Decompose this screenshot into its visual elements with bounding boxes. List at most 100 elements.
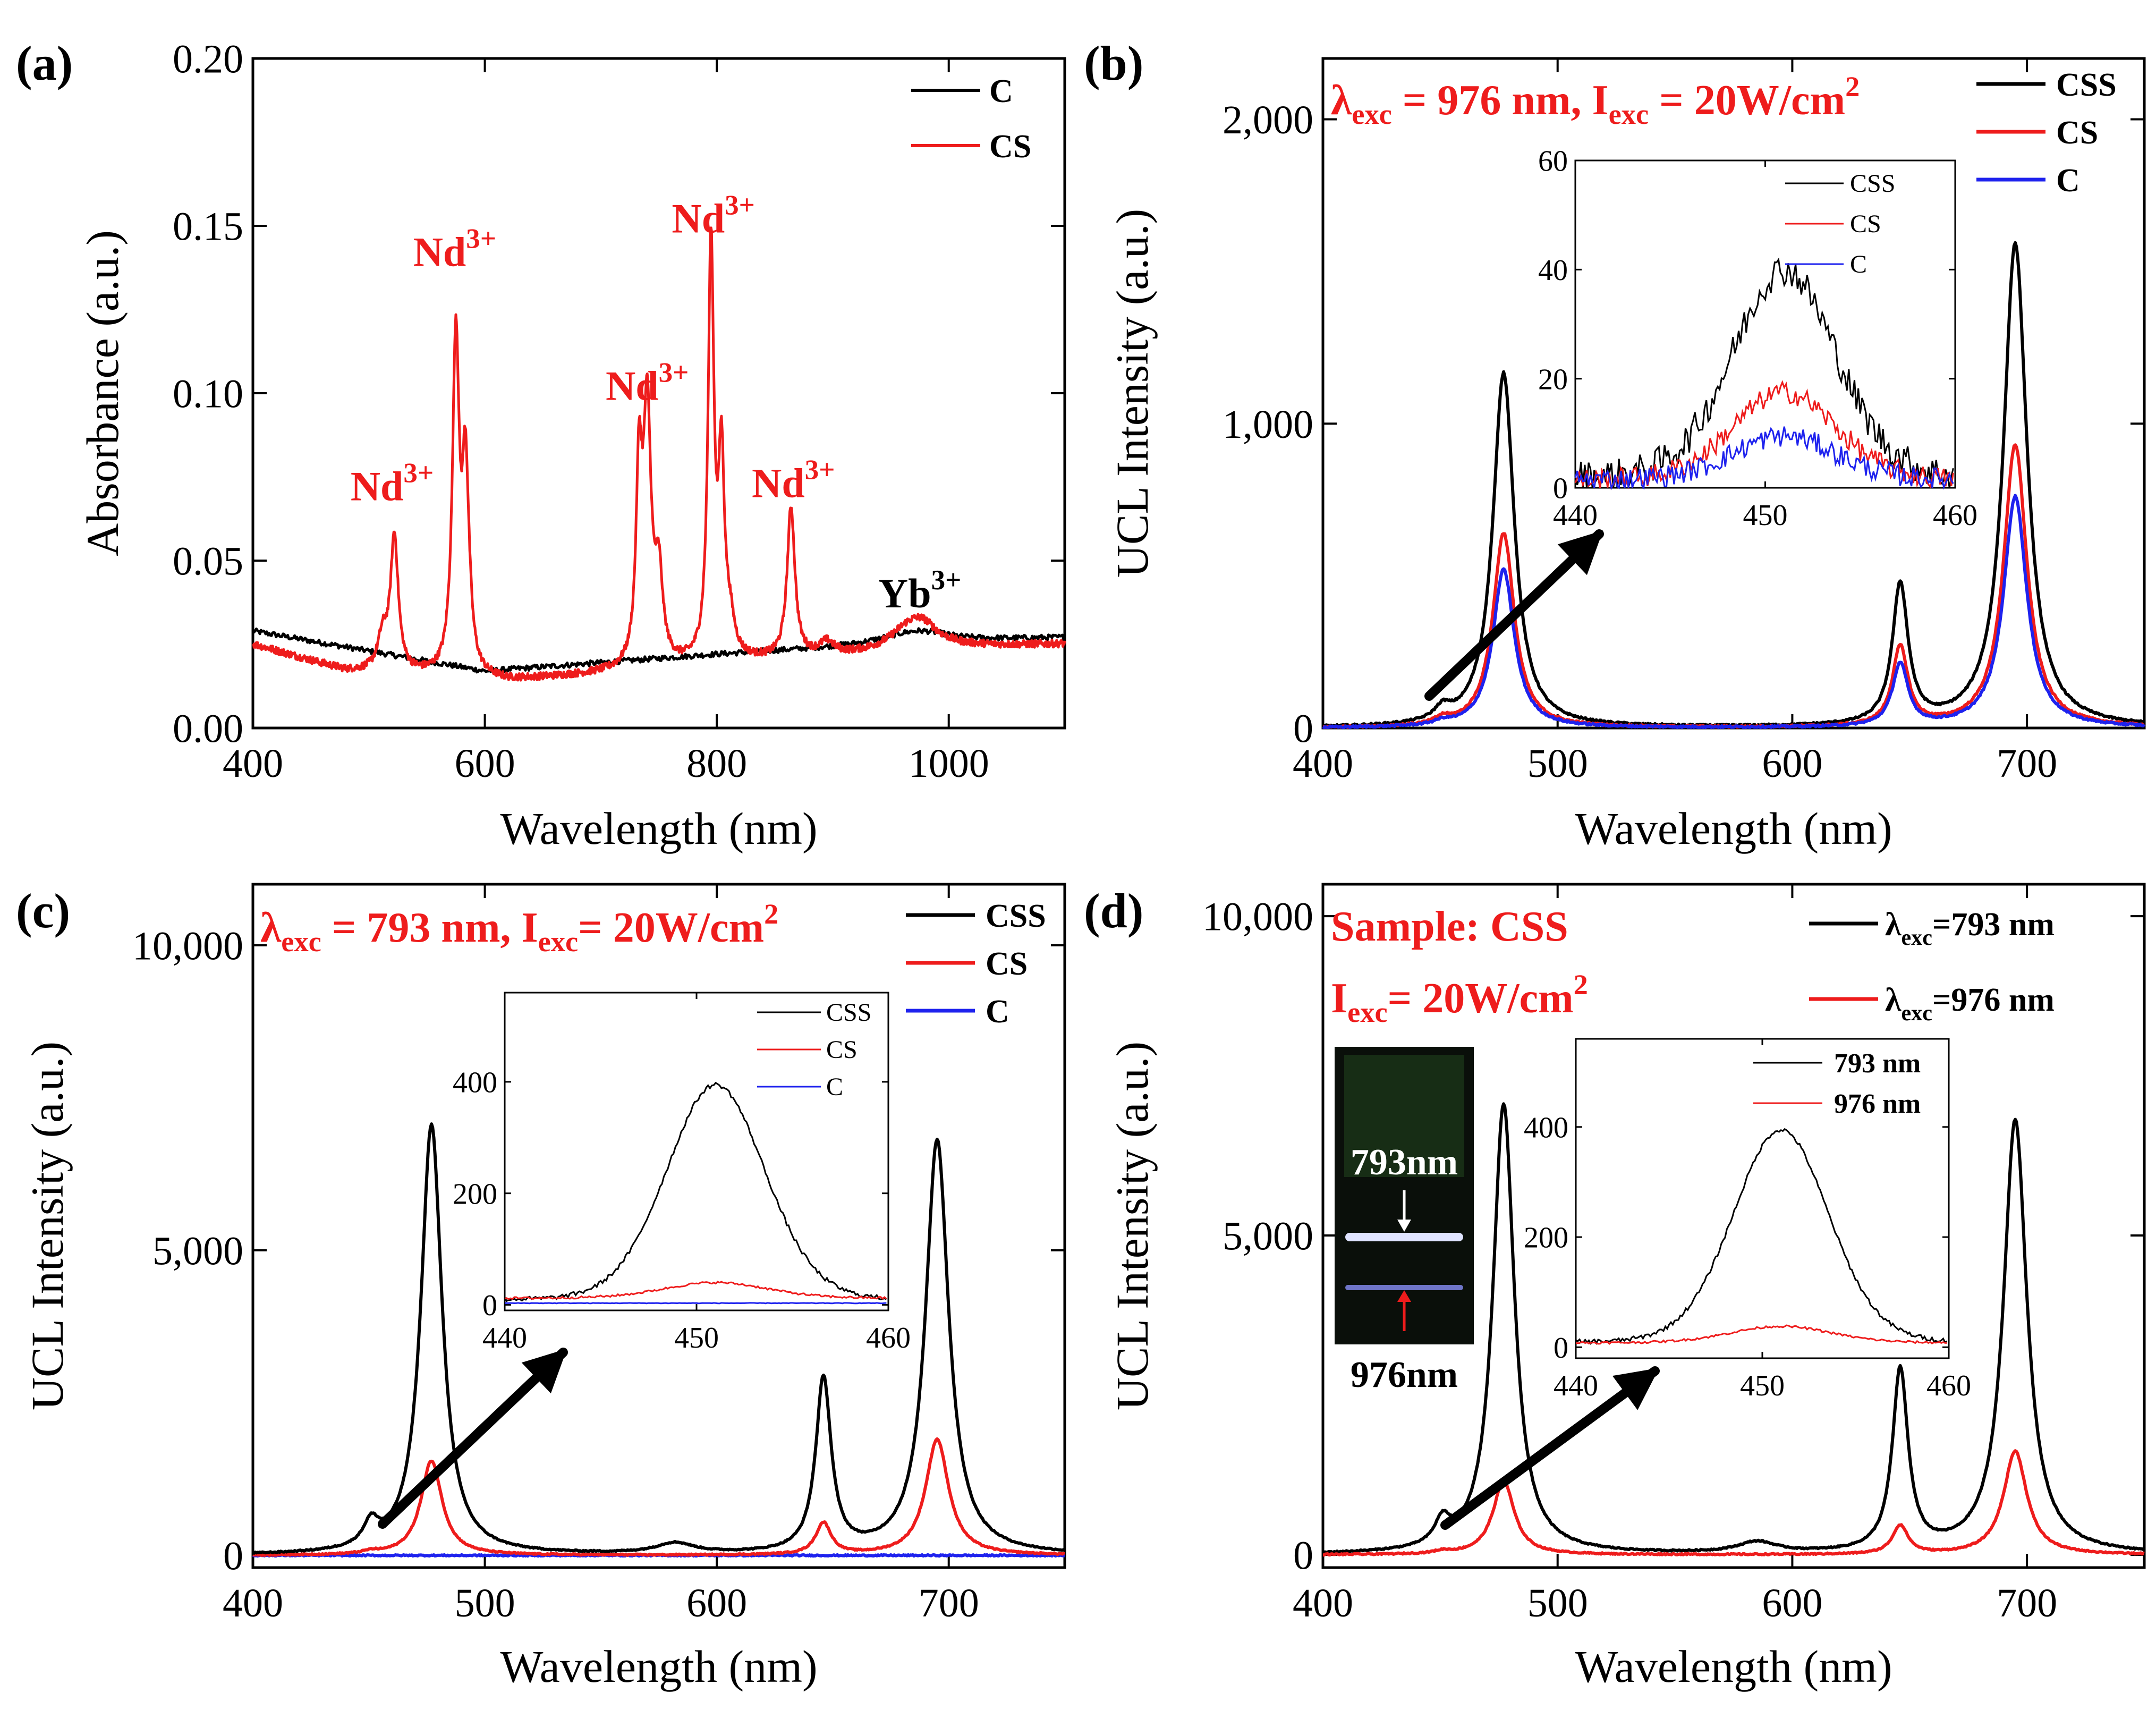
panel-b-inset-series-C: [1574, 426, 1954, 490]
panel-b-inset-x-tick-label: 460: [1933, 499, 1977, 532]
panel-d-legend-label: λexc=793 nm: [1885, 907, 2055, 950]
panel-a-axes-frame: [251, 57, 1066, 730]
panel-b-inset-legend-label: CSS: [1850, 170, 1895, 198]
panel-b-condition-part: exc: [1609, 98, 1649, 130]
panel-b-inset-series-CSS: [1574, 257, 1954, 488]
panel-a-annotation-part: Nd: [413, 229, 466, 275]
panel-c-inset-y-tick-label: 200: [453, 1178, 497, 1210]
panel-d-zoom-arrow-head: [1612, 1368, 1660, 1410]
panel-a-y-tick-label: 0.10: [173, 372, 243, 417]
panel-b-legend-label: CSS: [2056, 67, 2117, 103]
panel-c-x-axis-label: Wavelength (nm): [500, 1641, 817, 1692]
panel-b-condition-part: exc: [1352, 98, 1391, 130]
panel-b-series-CSS: [1322, 241, 2145, 728]
panel-d-condition-part: = 20W/cm: [1388, 975, 1574, 1022]
panel-c-y-tick-label: 5,000: [152, 1229, 243, 1274]
panel-a-x-axis-label: Wavelength (nm): [500, 803, 817, 854]
panel-c-inset-series-CS: [504, 1281, 887, 1300]
panel-d-legend-label-part: λ: [1885, 907, 1902, 943]
panel-d-x-tick-label: 500: [1527, 1581, 1588, 1626]
panel-a-annotation-part: 3+: [805, 454, 835, 485]
panel-a-annotation: Nd3+: [413, 224, 496, 275]
panel-b-series-C: [1322, 494, 2146, 730]
panel-d-label: (d): [1084, 884, 1143, 938]
panel-c-condition-part: exc: [538, 926, 578, 958]
panel-a-y-tick-label: 0.05: [173, 539, 243, 584]
panel-a-annotation-part: 3+: [403, 458, 434, 489]
panel-a-annotation-part: 3+: [931, 565, 962, 596]
panel-a-annotation: Nd3+: [606, 358, 689, 409]
panel-b-condition: λexc = 976 nm, Iexc = 20W/cm2: [1331, 71, 1860, 130]
panel-a-annotation: Nd3+: [672, 190, 754, 242]
panel-b-inset-y-tick-label: 0: [1553, 472, 1568, 505]
panel-c-legend-label: CS: [986, 946, 1028, 982]
panel-d-legend-label-part: =793 nm: [1932, 907, 2055, 943]
panel-a-legend-label: C: [989, 73, 1013, 109]
panel-b-inset-x-tick-label: 450: [1743, 499, 1788, 532]
panel-d-inset-background: [1576, 1039, 1949, 1358]
panel-d-photo-band-793: [1345, 1233, 1463, 1241]
panel-d-condition: Iexc= 20W/cm2: [1331, 969, 1588, 1028]
panel-c-inset-y-tick-label: 0: [482, 1289, 497, 1322]
panel-d-photo-arrowhead-976: [1397, 1290, 1411, 1302]
panel-c-x-tick-label: 400: [223, 1581, 283, 1626]
panel-a-annotation-part: Nd: [351, 463, 404, 510]
panel-b-y-axis-label: UCL Intensity (a.u.): [1107, 209, 1158, 578]
panel-a: 400 600 800 10000.000.050.100.150.20Nd3+Nd3…: [16, 36, 1066, 854]
panel-a-annotation: Yb3+: [878, 565, 961, 616]
panel-d-inset-y-tick-label: 400: [1524, 1111, 1568, 1144]
panel-d-series-976-nm: [1322, 1449, 2145, 1557]
panel-d-legend-label-part: exc: [1901, 1001, 1932, 1026]
panel-c-series-CS: [252, 1437, 1065, 1557]
panel-b-condition-part: I: [1592, 77, 1609, 124]
panel-c-condition-part: I: [522, 904, 538, 951]
panel-a-annotation-part: 3+: [659, 358, 689, 388]
panel-a-annotation: Nd3+: [752, 454, 835, 506]
panel-d-legend-label-part: =976 nm: [1932, 982, 2055, 1018]
panel-a-legend-label: CS: [989, 129, 1031, 165]
panel-d-inset-x-tick-label: 440: [1554, 1369, 1598, 1402]
panel-c-legend-label: C: [986, 994, 1009, 1030]
panel-d-x-tick-label: 400: [1293, 1581, 1353, 1626]
panel-a-annotation-part: 3+: [725, 190, 755, 221]
panel-d-photo-glow: [1344, 1055, 1464, 1177]
panel-b-inset-legend-label: C: [1850, 250, 1867, 278]
panel-a-x-tick-label: 400: [223, 741, 283, 786]
panel-a-x-tick-label: 600: [455, 741, 515, 786]
panel-a-annotation-part: Nd: [606, 363, 659, 409]
panel-c-inset-x-tick-label: 460: [866, 1322, 911, 1355]
panel-b-zoom-arrow: [1424, 529, 1604, 701]
panel-a-y-tick-label: 0.15: [173, 205, 243, 249]
panel-c-condition-part: = 793 nm,: [321, 904, 522, 951]
panel-b-inset-y-tick-label: 20: [1538, 363, 1568, 396]
panel-d-legend-label-part: exc: [1901, 925, 1932, 950]
panel-c: 400 500 600 700 0 5,000 10,000 (c) Wavelength (n…: [16, 883, 1066, 1692]
panel-a-annotation: Nd3+: [351, 458, 434, 510]
panel-c-y-tick-label: 10,000: [132, 924, 243, 968]
panel-c-zoom-arrow-head: [521, 1349, 567, 1394]
panel-d-zoom-arrow: [1440, 1366, 1660, 1530]
panel-d-axes-frame: [1321, 883, 2146, 1569]
panel-b-y-tick-label: 2,000: [1223, 98, 1313, 142]
panel-b-inset-series-CS: [1574, 380, 1954, 490]
panel-a-annotation-part: Nd: [672, 196, 725, 242]
panel-c-x-tick-label: 500: [455, 1581, 515, 1626]
panel-b-y-tick-label: 1,000: [1223, 402, 1313, 447]
panel-d-photo-arrowhead-793: [1397, 1220, 1411, 1232]
panel-d-y-tick-label: 5,000: [1223, 1214, 1313, 1259]
panel-c-inset-x-tick-label: 440: [482, 1322, 527, 1355]
panel-d-photo-label-976: 976nm: [1351, 1355, 1458, 1395]
panel-b-condition-part: λ: [1331, 77, 1352, 124]
panel-b-zoom-arrow-head: [1557, 530, 1603, 575]
panel-c-condition-part: λ: [260, 904, 282, 951]
panel-a-y-tick-label: 0.00: [173, 707, 243, 751]
panel-d-sample-label: Sample: CSS: [1331, 903, 1568, 950]
panel-c-inset-legend-label: CS: [826, 1036, 858, 1064]
panel-a-annotation-part: Nd: [752, 460, 805, 506]
panel-a-y-axis-label: Absorbance (a.u.): [77, 230, 128, 556]
panel-d-x-tick-label: 600: [1762, 1581, 1822, 1626]
panel-c-condition-part: = 20W/cm: [578, 904, 764, 951]
panel-c-x-tick-label: 600: [686, 1581, 747, 1626]
panel-d-inset-legend-label: 976 nm: [1834, 1089, 1921, 1119]
panel-c-label: (c): [16, 884, 70, 938]
